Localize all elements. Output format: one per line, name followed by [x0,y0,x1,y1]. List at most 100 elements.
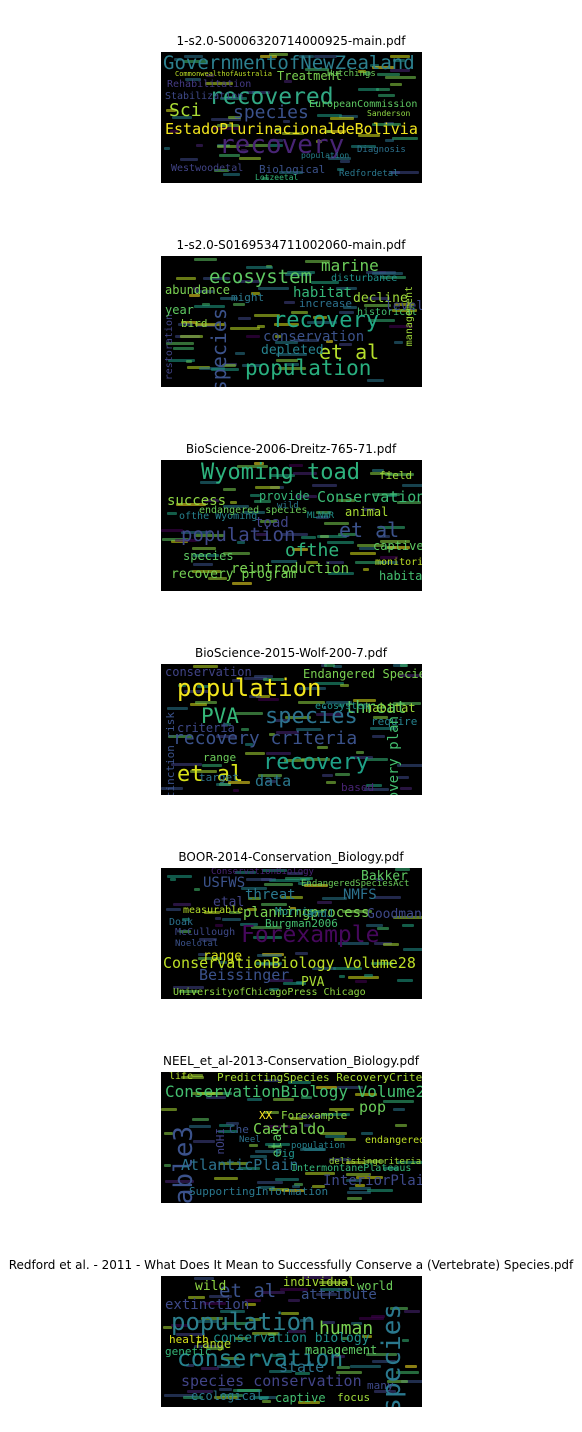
cloud-word: world [357,1280,393,1292]
filler-word [374,896,401,899]
filler-word [385,76,416,79]
filler-word [193,563,213,566]
cloud-word: recovery plan [387,716,401,795]
filler-word [347,1197,362,1200]
filler-word [176,277,196,280]
filler-word [222,918,241,921]
filler-word [262,1400,271,1403]
cloud-word: Neel [239,1136,261,1145]
filler-word [215,917,221,920]
cloud-word: conservation [263,330,364,344]
cloud-word: Endangered Species [303,668,422,680]
cloud-word: nOHI [215,1128,226,1155]
cloud-word: year [165,304,194,316]
cloud-word: Noelotal [175,940,218,949]
cloud-word: many [367,1380,394,1391]
filler-word [376,88,390,91]
cloud-word: Beissinger [199,968,289,983]
cloud-word: Castaldo [253,1122,325,1137]
filler-word [164,147,170,150]
cloud-word: PredictingSpecies RecoveryCriteria [217,1072,422,1083]
cloud-word: Redfordetal [339,170,399,179]
filler-word [161,529,183,532]
cloud-word: criteria [177,722,235,734]
word-cloud: Wyoming toad Conservation et al population o… [161,460,422,591]
cloud-word: pop [359,1100,386,1115]
filler-word [173,347,194,350]
panel-title: NEEL_et_al-2013-Conservation_Biology.pdf [0,1054,582,1068]
filler-word [223,488,236,491]
filler-word [245,752,265,755]
cloud-word: Forexample [281,1110,347,1121]
cloud-word: monitoring [375,558,422,568]
filler-word [167,875,192,878]
filler-word [363,568,369,571]
filler-word [180,335,203,338]
cloud-word: UniversityofChicagoPress Chicago [173,988,366,998]
cloud-word: MLNWR [307,512,334,521]
cloud-word: AtlanticPlain [181,1158,298,1173]
cloud-word: captive [275,1392,326,1404]
cloud-word: et al [319,342,379,362]
filler-word [367,1189,393,1192]
cloud-word: ecological [191,1390,263,1402]
filler-word [385,139,394,142]
filler-word [301,536,316,539]
cloud-word: state [279,1360,324,1375]
filler-word [192,1118,209,1121]
word-cloud: population species conservation et al human s… [161,1276,422,1407]
filler-word [284,301,295,304]
filler-word [372,735,385,738]
filler-word [339,975,345,978]
panel-title: 1-s2.0-S0169534711002060-main.pdf [0,238,582,252]
cloud-word: Che [229,1124,249,1135]
filler-word [397,979,413,982]
cloud-word: species [183,550,234,562]
cloud-word: health [169,1334,209,1345]
filler-word [390,83,402,86]
cloud-word: extinction [165,1298,249,1312]
cloud-word: abundance [165,284,230,296]
cloud-word: species [209,308,229,387]
panel-title: 1-s2.0-S0006320714000925-main.pdf [0,34,582,48]
filler-word [403,948,422,951]
filler-word [238,317,251,320]
filler-word [395,1124,407,1127]
cloud-word: Goodman [367,908,422,921]
filler-word [261,878,272,881]
word-cloud: ConservationBiology Volume27 Table3 Predic… [161,1072,422,1203]
cloud-word: population [291,1142,345,1151]
cloud-word: IntermontanePlateaus [291,1164,411,1174]
cloud-word: data [255,774,291,789]
cloud-word: focus [337,1392,370,1403]
filler-word [233,789,239,792]
cloud-word: CommonwealthofAustralia [175,71,272,78]
filler-word [194,888,200,891]
cloud-word: population [301,152,349,160]
filler-word [288,1299,300,1302]
cloud-word: recovery [263,752,369,774]
cloud-word: Conservation [317,490,422,505]
filler-word [214,1177,238,1180]
filler-word [275,1178,299,1181]
cloud-word: Sanderson [367,110,410,118]
filler-word [257,1181,283,1184]
filler-word [180,158,198,161]
cloud-word: individual [283,1276,355,1288]
cloud-word: Hutchings [327,70,376,79]
panel-title: BOOR-2014-Conservation_Biology.pdf [0,850,582,864]
filler-word [230,327,260,330]
cloud-word: measurable [183,906,243,916]
word-cloud: recovery ecosystem population et al species m… [161,256,422,387]
filler-word [186,360,192,363]
cloud-word: marine [321,258,379,274]
filler-word [317,114,342,117]
filler-word [230,501,237,504]
filler-word [161,1108,177,1111]
cloud-word: habitat [365,702,416,714]
cloud-word: ecosystem [315,702,369,712]
filler-word [394,341,403,344]
cloud-word: McCullough [175,928,235,938]
word-cloud: Forexample ConservationBiology Volume28 pl… [161,868,422,999]
filler-word [340,160,350,163]
